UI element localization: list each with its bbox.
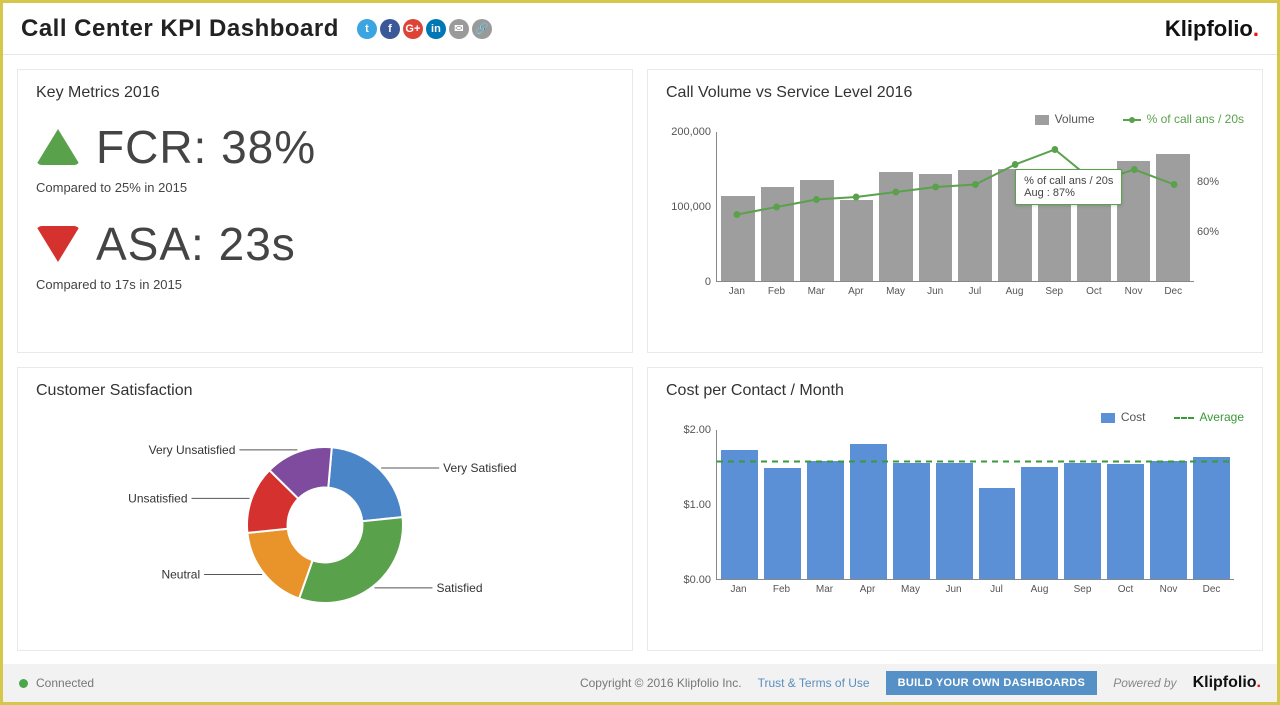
- donut-label: Very Satisfied: [443, 461, 516, 475]
- email-icon[interactable]: ✉: [449, 19, 469, 39]
- volume-y-left: 0100,000200,000: [666, 132, 711, 282]
- panel-cost: Cost per Contact / Month Cost Average $0…: [647, 367, 1263, 651]
- volume-y-right: 60%80%: [1197, 132, 1242, 282]
- fcr-value: FCR: 38%: [96, 120, 316, 174]
- donut-label: Unsatisfied: [128, 491, 187, 505]
- connection-status-icon: [19, 679, 28, 688]
- service-level-line: [717, 132, 1194, 282]
- chart-tooltip: % of call ans / 20s Aug : 87%: [1015, 169, 1122, 205]
- footer-brand: Klipfolio.: [1193, 674, 1261, 692]
- legend-cost: Cost: [1121, 410, 1146, 424]
- link-icon[interactable]: 🔗: [472, 19, 492, 39]
- brand-logo: Klipfolio.: [1165, 16, 1259, 42]
- volume-legend: Volume % of call ans / 20s: [666, 112, 1244, 126]
- donut-svg: Very Satisfied Satisfied Neutral Unsatisfie…: [45, 415, 605, 625]
- donut-label: Very Unsatisfied: [149, 443, 236, 457]
- volume-chart[interactable]: 0100,000200,000 60%80% % of call ans / 2…: [716, 132, 1194, 312]
- asa-subtitle: Compared to 17s in 2015: [36, 277, 614, 292]
- cost-y-left: $0.00$1.00$2.00: [666, 430, 711, 580]
- gplus-icon[interactable]: G+: [403, 19, 423, 39]
- panel-title-key-metrics: Key Metrics 2016: [36, 84, 614, 102]
- panel-volume-service: Call Volume vs Service Level 2016 Volume…: [647, 69, 1263, 353]
- linkedin-icon[interactable]: in: [426, 19, 446, 39]
- volume-x-labels: JanFebMarAprMayJunJulAugSepOctNovDec: [716, 286, 1194, 297]
- panel-satisfaction: Customer Satisfaction Very Satisfied Sati…: [17, 367, 633, 651]
- facebook-icon[interactable]: f: [380, 19, 400, 39]
- footer-terms-link[interactable]: Trust & Terms of Use: [758, 676, 870, 690]
- page-title: Call Center KPI Dashboard: [21, 15, 339, 43]
- twitter-icon[interactable]: t: [357, 19, 377, 39]
- cost-x-labels: JanFebMarAprMayJunJulAugSepOctNovDec: [716, 584, 1234, 595]
- tooltip-title: % of call ans / 20s: [1024, 175, 1113, 187]
- donut-slice[interactable]: [247, 529, 312, 599]
- donut-label: Satisfied: [436, 581, 482, 595]
- footer-bar: Connected Copyright © 2016 Klipfolio Inc…: [3, 664, 1277, 702]
- header-bar: Call Center KPI Dashboard tfG+in✉🔗 Klipf…: [3, 3, 1277, 55]
- trend-down-icon: [36, 226, 80, 262]
- donut-slice[interactable]: [299, 517, 403, 603]
- footer-copyright: Copyright © 2016 Klipfolio Inc.: [580, 676, 742, 690]
- panel-key-metrics: Key Metrics 2016 FCR: 38% Compared to 25…: [17, 69, 633, 353]
- trend-up-icon: [36, 129, 80, 165]
- share-icons: tfG+in✉🔗: [357, 19, 492, 39]
- asa-value: ASA: 23s: [96, 217, 296, 271]
- metric-fcr: FCR: 38%: [36, 120, 614, 174]
- footer-powered: Powered by: [1113, 676, 1176, 690]
- average-line: [717, 430, 1234, 580]
- metric-asa: ASA: 23s: [36, 217, 614, 271]
- legend-volume: Volume: [1055, 112, 1095, 126]
- panel-title-satisfaction: Customer Satisfaction: [36, 382, 614, 400]
- dashboard-grid: Key Metrics 2016 FCR: 38% Compared to 25…: [3, 55, 1277, 651]
- donut-slice[interactable]: [328, 447, 402, 521]
- panel-title-volume: Call Volume vs Service Level 2016: [666, 84, 1244, 102]
- fcr-subtitle: Compared to 25% in 2015: [36, 180, 614, 195]
- cost-chart[interactable]: $0.00$1.00$2.00 JanFebMarAprMayJunJulAug…: [716, 430, 1234, 610]
- cost-legend: Cost Average: [666, 410, 1244, 424]
- legend-percent: % of call ans / 20s: [1147, 112, 1244, 126]
- panel-title-cost: Cost per Contact / Month: [666, 382, 1244, 400]
- tooltip-body: Aug : 87%: [1024, 187, 1113, 199]
- satisfaction-chart[interactable]: Very Satisfied Satisfied Neutral Unsatisfie…: [36, 410, 614, 630]
- connection-status: Connected: [36, 676, 94, 690]
- legend-average: Average: [1200, 410, 1244, 424]
- donut-label: Neutral: [161, 567, 200, 581]
- footer-cta-button[interactable]: BUILD YOUR OWN DASHBOARDS: [886, 671, 1098, 695]
